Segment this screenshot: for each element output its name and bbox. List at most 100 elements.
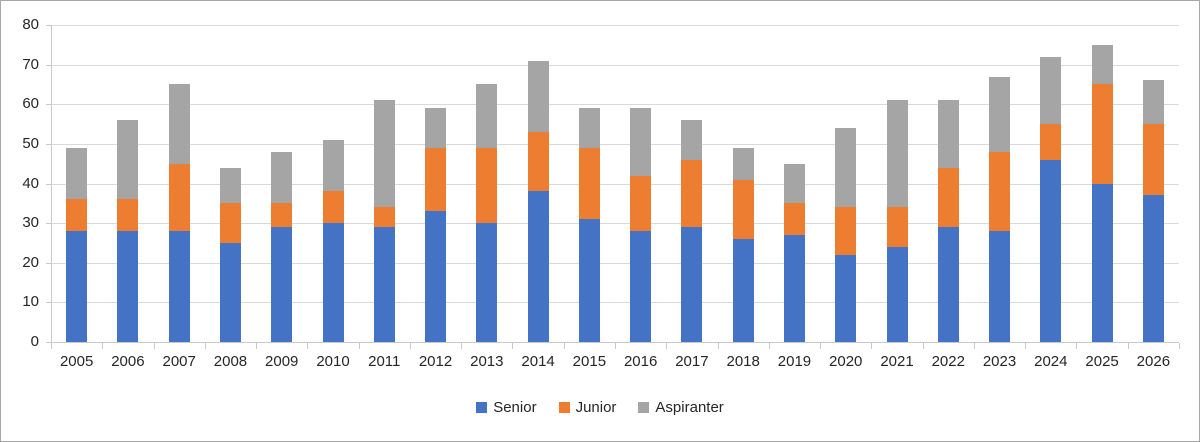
bar-segment-junior bbox=[271, 203, 293, 228]
bar-segment-junior bbox=[168, 163, 190, 232]
bar-segment-senior bbox=[1091, 183, 1113, 342]
x-category-label: 2005 bbox=[59, 353, 94, 370]
bar-segment-senior bbox=[66, 231, 88, 342]
y-tick-mark bbox=[46, 262, 51, 264]
x-category-label: 2019 bbox=[777, 353, 812, 370]
x-category-label: 2015 bbox=[572, 353, 607, 370]
x-category-label: 2014 bbox=[521, 353, 555, 370]
bar-segment-junior bbox=[527, 131, 549, 192]
x-category-label: 2026 bbox=[1136, 353, 1171, 370]
y-tick-mark bbox=[46, 223, 51, 225]
bar-segment-senior bbox=[476, 223, 498, 342]
gridline bbox=[51, 143, 1179, 145]
x-category-label: 2006 bbox=[111, 353, 145, 370]
bar-segment-senior bbox=[373, 227, 395, 342]
bar-segment-junior bbox=[373, 207, 395, 228]
x-tick-mark bbox=[307, 343, 309, 349]
bar-segment-junior bbox=[937, 167, 959, 228]
bar-segment-senior bbox=[732, 238, 754, 342]
legend-swatch-icon bbox=[638, 402, 650, 413]
bar-segment-junior bbox=[219, 203, 241, 243]
legend-item-senior: Senior bbox=[476, 399, 537, 416]
bar-segment-aspiranter bbox=[835, 128, 857, 208]
y-tick-label: 20 bbox=[22, 253, 39, 271]
bar-segment-aspiranter bbox=[783, 163, 805, 204]
gridline bbox=[51, 104, 1179, 106]
bar-segment-junior bbox=[783, 203, 805, 235]
legend-label: Aspiranter bbox=[655, 399, 724, 416]
bar-segment-aspiranter bbox=[425, 108, 447, 148]
bar-segment-senior bbox=[425, 211, 447, 342]
x-tick-mark bbox=[358, 343, 360, 349]
y-tick-label: 80 bbox=[22, 16, 39, 33]
legend-item-junior: Junior bbox=[558, 399, 617, 416]
y-tick-mark bbox=[46, 302, 51, 304]
bar-segment-aspiranter bbox=[1091, 44, 1113, 85]
bar-segment-senior bbox=[1142, 195, 1164, 342]
bar-segment-senior bbox=[989, 231, 1011, 342]
x-tick-mark bbox=[102, 343, 104, 349]
legend-swatch-icon bbox=[476, 402, 488, 413]
x-category-label: 2013 bbox=[470, 353, 504, 370]
bar-segment-senior bbox=[322, 223, 344, 342]
bar-segment-junior bbox=[1091, 84, 1113, 184]
bar-segment-senior bbox=[219, 242, 241, 342]
bar-segment-junior bbox=[886, 207, 908, 247]
x-tick-mark bbox=[1076, 343, 1078, 349]
legend-label: Junior bbox=[575, 399, 617, 416]
bar-segment-aspiranter bbox=[66, 147, 88, 200]
bar-segment-senior bbox=[1040, 159, 1062, 342]
x-tick-mark bbox=[1179, 343, 1180, 349]
bar-segment-junior bbox=[1142, 124, 1164, 196]
bar-segment-aspiranter bbox=[732, 147, 754, 180]
y-tick-mark bbox=[46, 64, 51, 66]
bar-segment-junior bbox=[117, 199, 139, 232]
x-category-label: 2016 bbox=[623, 353, 658, 370]
y-tick-label: 0 bbox=[30, 333, 39, 350]
x-category-label: 2012 bbox=[418, 353, 453, 370]
bar-segment-junior bbox=[989, 151, 1011, 232]
x-category-label: 2009 bbox=[265, 353, 299, 370]
bar-segment-senior bbox=[168, 231, 190, 342]
bar-segment-aspiranter bbox=[219, 167, 241, 204]
bar-segment-aspiranter bbox=[168, 84, 190, 164]
gridline bbox=[51, 183, 1179, 185]
y-tick-label: 10 bbox=[22, 293, 39, 311]
bar-segment-junior bbox=[322, 191, 344, 224]
y-tick-label: 40 bbox=[22, 174, 39, 192]
x-category-label: 2024 bbox=[1034, 353, 1068, 370]
bar-segment-aspiranter bbox=[1040, 56, 1062, 125]
bar-segment-junior bbox=[835, 207, 857, 255]
x-tick-mark bbox=[666, 343, 668, 349]
y-tick-label: 50 bbox=[22, 134, 39, 152]
legend-label: Senior bbox=[493, 399, 537, 416]
y-tick-mark bbox=[46, 183, 51, 185]
x-tick-mark bbox=[51, 343, 52, 349]
bar-segment-aspiranter bbox=[322, 139, 344, 192]
x-tick-mark bbox=[204, 343, 206, 349]
x-tick-mark bbox=[871, 343, 873, 349]
x-category-label: 2008 bbox=[213, 353, 248, 370]
y-tick-label: 60 bbox=[22, 95, 39, 113]
x-axis-line bbox=[51, 342, 1179, 343]
x-tick-mark bbox=[1127, 343, 1129, 349]
x-tick-mark bbox=[1025, 343, 1027, 349]
x-category-label: 2020 bbox=[829, 353, 863, 370]
bar-segment-aspiranter bbox=[271, 151, 293, 204]
bar-segment-aspiranter bbox=[937, 100, 959, 168]
bar-segment-aspiranter bbox=[117, 120, 139, 200]
x-category-label: 2010 bbox=[316, 353, 350, 370]
x-category-label: 2023 bbox=[982, 353, 1017, 370]
x-tick-mark bbox=[256, 343, 258, 349]
x-tick-mark bbox=[922, 343, 924, 349]
bar-segment-senior bbox=[271, 227, 293, 342]
bar-segment-aspiranter bbox=[630, 108, 652, 176]
bar-segment-aspiranter bbox=[989, 76, 1011, 152]
bar-segment-junior bbox=[732, 179, 754, 239]
bar-segment-senior bbox=[681, 227, 703, 342]
bar-segment-senior bbox=[937, 227, 959, 342]
